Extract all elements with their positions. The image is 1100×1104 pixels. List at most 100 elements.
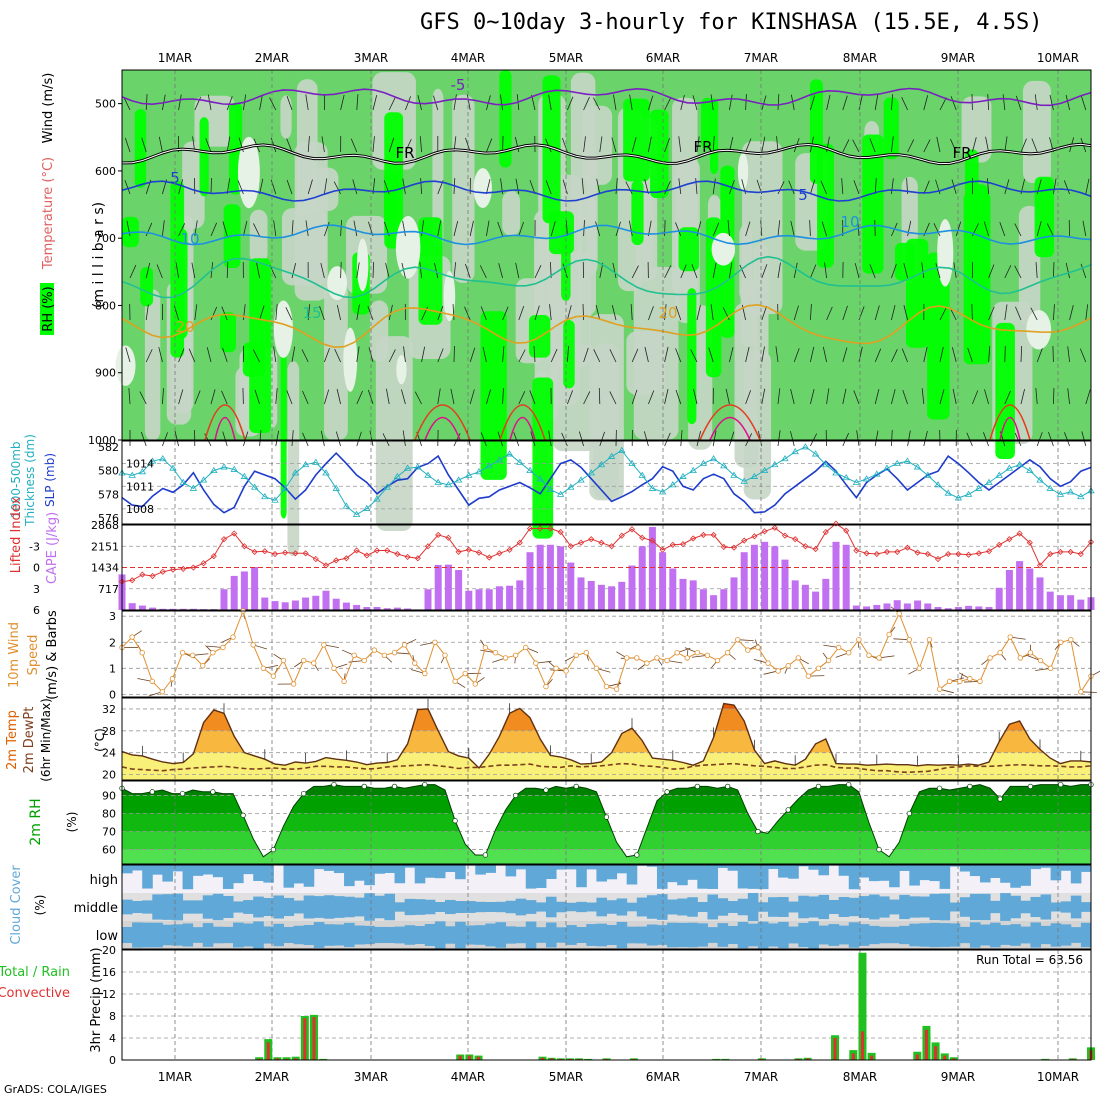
cloud-layer-label: high (90, 873, 118, 888)
cloud-cover-bar (203, 895, 214, 918)
cape-bar (618, 582, 625, 610)
rh-marker (362, 784, 367, 789)
rh-moist-region (884, 98, 899, 160)
cloud-cover-bar (162, 865, 173, 882)
cloud-cover-bar (334, 896, 345, 918)
cape-bar (486, 589, 493, 610)
cloud-cover-bar (859, 924, 870, 946)
cape-bar (996, 588, 1003, 610)
cape-bar (680, 579, 687, 610)
cloud-cover-bar (374, 927, 385, 943)
cloud-cover-bar (445, 926, 456, 943)
wind-speed-marker (453, 679, 458, 684)
wind-speed-marker (836, 645, 841, 650)
cloud-cover-bar (526, 922, 537, 949)
precip-convective-bar (834, 1038, 837, 1060)
temp-tick-label: 20 (102, 769, 116, 782)
cloud-cover-bar (506, 865, 517, 876)
cloud-cover-bar (1051, 903, 1062, 912)
cloud-cover-bar (798, 923, 809, 947)
wind-speed-marker (735, 637, 740, 642)
cloud-cover-bar (728, 901, 739, 913)
cloud-cover-bar (374, 865, 385, 874)
rh-marker (241, 813, 246, 818)
thickness-marker (160, 456, 166, 461)
cloud-cover-bar (1071, 865, 1082, 883)
cape-bar (578, 577, 585, 610)
cape-bar (812, 592, 819, 610)
li-tick-label: 6 (33, 604, 40, 617)
wind-speed-marker (947, 679, 952, 684)
contour-label: 10 (180, 230, 199, 248)
cloud-cover-bar (940, 865, 951, 889)
cape-bar (598, 585, 605, 610)
wind-speed-marker (614, 687, 619, 692)
wind-speed-marker (311, 661, 316, 666)
cloud-cover-bar (617, 865, 628, 873)
cape-bar (302, 598, 309, 610)
cloud-cover-bar (930, 894, 941, 920)
cape-axis-title: CAPE (J/kg) (45, 512, 60, 584)
cloud-cover-bar (334, 865, 345, 873)
cloud-cover-bar (889, 900, 900, 915)
cloud-cover-bar (183, 923, 194, 946)
x-tick-label-bottom: 5MAR (549, 1070, 584, 1084)
wind-speed-marker (221, 645, 226, 650)
wind-speed-marker (584, 650, 589, 655)
wind-speed-marker (352, 653, 357, 658)
rh-moist-region (687, 288, 696, 424)
rh-moist-region (679, 227, 700, 271)
cape-bar (241, 571, 248, 610)
precip-convective-bar (916, 1055, 919, 1061)
wind-speed-marker (776, 669, 781, 674)
cape-bar (465, 591, 472, 610)
temp-units-title: (°C) (93, 728, 107, 752)
cloud-cover-bar (970, 922, 981, 947)
cape-bar (261, 598, 268, 610)
wind-speed-marker (816, 666, 821, 671)
cape-bar (425, 589, 432, 610)
wind-speed-marker (1069, 637, 1074, 642)
cloud-cover-bar (869, 865, 880, 881)
wind-speed-marker (1008, 635, 1013, 640)
cloud-cover-bar (748, 893, 759, 921)
cloud-cover-bar (354, 926, 365, 945)
minmax-title: (6hr Min/Max) (39, 698, 53, 782)
pressure-tick-label: 600 (95, 165, 116, 178)
cloud-cover-bar (324, 924, 335, 946)
cloud-cover-bar (455, 901, 466, 913)
cloud-cover-bar (506, 926, 517, 943)
cloud-cover-bar (132, 901, 143, 913)
cloud-cover-bar (233, 923, 244, 948)
cloud-cover-bar (657, 925, 668, 945)
precip-tick-label: 16 (102, 966, 116, 979)
cloud-cover-bar (768, 897, 779, 917)
cloud-cover-bar (849, 865, 860, 889)
wind-speed-marker (887, 632, 892, 637)
pressure-tick-label: 500 (95, 98, 116, 111)
rh-marker (998, 797, 1003, 802)
rh-very-dry-region (474, 168, 492, 208)
cloud-cover-bar (607, 925, 618, 945)
wind-speed-marker (271, 674, 276, 679)
cloud-cover-bar (203, 865, 214, 874)
cloud-cover-bar (243, 924, 254, 947)
cape-bar (129, 603, 136, 610)
cloud-cover-bar (223, 896, 234, 918)
cloud-cover-bar (970, 894, 981, 920)
cloud-cover-bar (718, 923, 729, 947)
cape-bar (894, 600, 901, 610)
x-tick-label-bottom: 10MAR (1037, 1070, 1079, 1084)
cloud-cover-bar (384, 927, 395, 943)
wind-speed-marker (1038, 658, 1043, 663)
cloud-cover-bar (233, 865, 244, 883)
wind-speed-marker (968, 676, 973, 681)
cloud-cover-bar (829, 924, 840, 946)
rh-marker (301, 791, 306, 796)
cape-bar (496, 586, 503, 610)
rh-band (122, 850, 1091, 864)
temp-band (122, 698, 1091, 709)
wind-speed-marker (705, 653, 710, 658)
cloud-cover-bar (152, 865, 163, 875)
